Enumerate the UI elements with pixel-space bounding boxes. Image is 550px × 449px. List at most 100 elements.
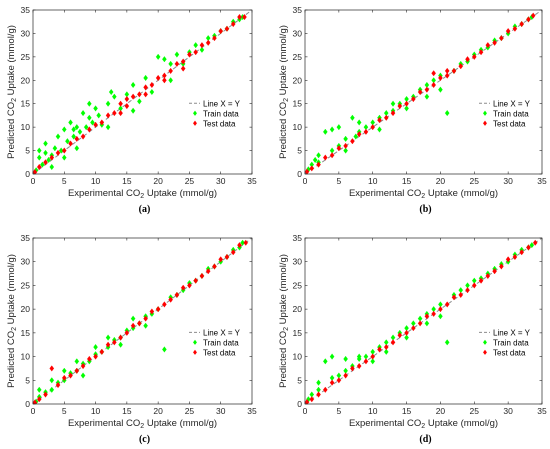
test-data-point [323,154,328,161]
test-data-point [370,124,376,131]
y-tick-label: 20 [21,304,31,314]
test-data-point [417,88,423,96]
test-data-point [343,372,348,379]
train-data-point [323,358,328,365]
test-data-point [390,110,396,117]
legend-label: Test data [203,119,236,128]
test-data-point [218,28,224,35]
panel-caption: (b) [419,204,431,215]
x-tick-label: 0 [303,406,308,416]
test-data-point [212,263,217,270]
train-data-point [68,119,73,126]
scatter-panel-d: 0 5 10 15 20 25 30 35 0 5 10 15 20 25 30 35 Line X = YTr… [278,233,547,445]
test-data-point [199,272,205,279]
test-data-point [424,313,430,320]
test-data-point [377,117,382,124]
y-tick-label: 0 [25,399,30,409]
train-data-point [438,313,443,320]
y-tick-label: 0 [297,399,302,409]
test-data-point [36,396,42,403]
y-tick-label: 30 [21,257,31,267]
test-data-point [224,253,230,261]
test-data-point [68,140,73,147]
test-data-point [451,67,457,74]
x-tick-label: 25 [470,406,480,416]
train-data-point [36,147,42,154]
test-data-point [74,367,80,374]
y-tick-label: 35 [21,5,31,15]
train-data-point [80,110,86,117]
x-tick-label: 35 [247,406,257,416]
x-tick-label: 15 [122,176,132,186]
legend-label: Train data [493,338,529,347]
train-data-point [105,124,111,131]
test-data-point [329,152,335,159]
test-data-point [33,399,38,404]
train-data-point [58,147,64,154]
train-data-point [353,133,359,140]
y-tick-label: 35 [21,233,31,243]
test-data-point [411,325,416,332]
test-data-point [143,91,148,98]
x-tick-label: 0 [31,176,36,186]
test-data-point [124,95,130,103]
x-tick-label: 0 [303,176,308,186]
x-tick-label: 35 [537,406,547,416]
train-data-point [87,114,92,121]
test-data-point [431,70,436,77]
train-data-point [424,320,430,327]
train-data-point [130,315,136,322]
train-data-point [143,74,148,81]
test-data-point [61,147,67,154]
scatter-panel-a: 0 5 10 15 20 25 30 35 0 5 10 15 20 25 30 35 Line X = YTr… [6,5,257,215]
test-data-point [199,42,205,49]
test-data-point [193,49,198,56]
test-data-point [411,95,416,103]
test-data-point [36,163,42,171]
train-data-point [130,107,136,114]
y-tick-label: 30 [21,28,31,38]
train-data-point [529,242,535,249]
x-tick-label: 30 [216,176,226,186]
test-data-point [55,381,61,389]
test-data-point [323,386,328,393]
test-data-point [87,126,92,133]
legend-marker-swatch [483,349,487,355]
train-data-point [424,93,430,100]
x-tick-label: 15 [402,406,412,416]
x-tick-label: 10 [368,176,378,186]
panel-caption: (a) [139,204,151,215]
test-data-point [230,249,236,256]
test-data-point [87,355,92,362]
train-data-point [193,42,198,49]
train-data-point [404,105,409,112]
test-data-point [187,282,192,289]
test-data-point [143,84,148,91]
x-tick-label: 0 [31,406,36,416]
test-data-point [162,77,167,84]
y-tick-label: 20 [293,75,303,85]
y-tick-label: 5 [297,146,302,156]
test-data-point [512,25,518,32]
test-data-point [397,332,403,339]
test-data-point [478,277,484,284]
train-data-point [316,379,321,386]
y-tick-label: 20 [293,304,303,314]
test-data-point [33,169,38,174]
test-data-point [237,242,242,249]
train-data-point [162,56,167,63]
x-tick-label: 5 [62,406,67,416]
test-data-point [530,12,536,19]
train-data-point [118,341,123,348]
test-data-point [499,35,504,42]
test-data-point [424,86,430,93]
train-data-point [43,149,48,156]
panel-caption: (c) [139,434,150,445]
legend-marker-swatch [193,110,197,116]
train-data-point [49,377,55,384]
legend-label: Line X = Y [203,328,241,337]
test-data-point [205,39,211,46]
train-data-point [143,322,148,329]
train-data-point [137,98,142,105]
